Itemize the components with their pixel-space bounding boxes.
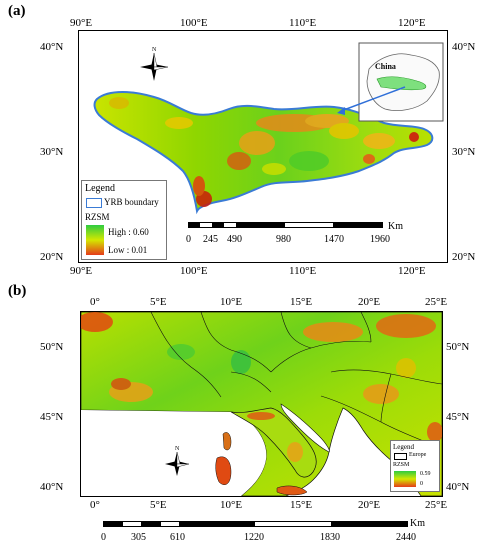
- panel-b-top-tick: 15°E: [290, 296, 313, 308]
- panel-b-top-tick: 25°E: [425, 296, 448, 308]
- panel-b-top-tick: 5°E: [150, 296, 167, 308]
- panel-a-bottom-tick: 100°E: [180, 265, 208, 277]
- panel-a-scalebar-label: 245: [203, 234, 218, 245]
- panel-a-map-frame: China N: [78, 30, 448, 263]
- panel-a-label: (a): [8, 3, 26, 19]
- panel-a-scalebar-label: 490: [227, 234, 242, 245]
- panel-a-bottom-tick: 90°E: [70, 265, 93, 277]
- panel-b-top-tick: 20°E: [358, 296, 381, 308]
- panel-b-bottom-tick: 25°E: [425, 499, 448, 511]
- adriatic-sea: [280, 403, 330, 453]
- panel-b-scalebar-label: 1220: [244, 532, 264, 543]
- panel-b-north-label: N: [175, 446, 180, 452]
- panel-a-bottom-tick: 120°E: [398, 265, 426, 277]
- panel-a-legend-boundary-label: YRB boundary: [104, 197, 159, 207]
- panel-b-legend-variable: RZSM: [393, 462, 410, 468]
- panel-b-top-tick: 0°: [90, 296, 100, 308]
- corsica: [222, 432, 232, 451]
- panel-b-map-frame: N: [80, 311, 443, 497]
- panel-a-north-arrow: N: [140, 47, 169, 81]
- panel-b-scalebar-label: 610: [170, 532, 185, 543]
- panel-a-legend-high: High : 0.60: [108, 227, 149, 237]
- panel-b-bottom-tick: 5°E: [150, 499, 167, 511]
- panel-b-bottom-tick: 20°E: [358, 499, 381, 511]
- panel-b-right-tick: 50°N: [446, 341, 470, 353]
- panel-a-legend-low: Low : 0.01: [108, 245, 148, 255]
- panel-a-right-tick: 30°N: [452, 146, 476, 158]
- country-borders: [150, 312, 442, 443]
- panel-a-legend-boundary-swatch: [86, 198, 102, 208]
- panel-a-north-label: N: [152, 47, 157, 53]
- panel-a-legend-title: Legend: [85, 183, 115, 194]
- panel-b-legend-title: Legend: [393, 443, 414, 451]
- panel-b-top-tick: 10°E: [220, 296, 243, 308]
- panel-a-left-tick: 40°N: [40, 41, 64, 53]
- panel-b-scalebar-label: 0: [101, 532, 106, 543]
- panel-b-bottom-tick: 0°: [90, 499, 100, 511]
- inset-arrowhead: [337, 107, 345, 115]
- panel-b-scalebar-unit: Km: [410, 518, 425, 529]
- panel-a-scalebar-unit: Km: [388, 221, 403, 232]
- panel-a-legend-colorbar: [86, 225, 104, 255]
- panel-b-right-tick: 45°N: [446, 411, 470, 423]
- panel-b-legend-boundary-swatch: [394, 453, 407, 460]
- panel-a-bottom-tick: 110°E: [289, 265, 317, 277]
- panel-b-map: N: [81, 312, 442, 496]
- mediterranean-sea: [81, 410, 267, 496]
- panel-b-scalebar-label: 2440: [396, 532, 416, 543]
- panel-a-scalebar: [188, 222, 383, 230]
- panel-b-scalebar-label: 1830: [320, 532, 340, 543]
- panel-a-legend-variable: RZSM: [85, 212, 110, 222]
- panel-a-map: China N: [93, 42, 444, 215]
- panel-a-left-tick: 30°N: [40, 146, 64, 158]
- panel-a-right-tick: 40°N: [452, 41, 476, 53]
- panel-b-label: (b): [8, 283, 27, 299]
- panel-b-left-tick: 50°N: [40, 341, 64, 353]
- sicily: [276, 485, 308, 496]
- panel-a-scalebar-label: 0: [186, 234, 191, 245]
- panel-b-bottom-tick: 15°E: [290, 499, 313, 511]
- panel-a-top-tick: 100°E: [180, 17, 208, 29]
- panel-b-left-tick: 45°N: [40, 411, 64, 423]
- panel-b-legend-colorbar: [394, 471, 416, 487]
- panel-b-scalebar-label: 305: [131, 532, 146, 543]
- panel-b-legend-high: 0.59: [420, 471, 431, 477]
- rzsm-patches: [109, 97, 419, 207]
- panel-a-scalebar-label: 1470: [324, 234, 344, 245]
- panel-b-bottom-tick: 10°E: [220, 499, 243, 511]
- panel-a-top-tick: 120°E: [398, 17, 426, 29]
- sardinia: [215, 456, 232, 485]
- inset-arrow: [340, 86, 406, 112]
- panel-b-left-tick: 40°N: [40, 481, 64, 493]
- panel-a-top-tick: 90°E: [70, 17, 93, 29]
- panel-a-top-tick: 110°E: [289, 17, 317, 29]
- panel-b-legend: Legend Europe RZSM 0.59 0: [390, 440, 440, 492]
- inset-china-label: China: [375, 62, 396, 71]
- panel-b-north-arrow: N: [165, 446, 190, 476]
- panel-b-legend-low: 0: [420, 481, 423, 487]
- panel-a-legend: Legend YRB boundary RZSM High : 0.60 Low…: [81, 180, 167, 260]
- panel-a-scalebar-label: 980: [276, 234, 291, 245]
- panel-a-scalebar-label: 1960: [370, 234, 390, 245]
- panel-a-right-tick: 20°N: [452, 251, 476, 263]
- panel-b-right-tick: 40°N: [446, 481, 470, 493]
- panel-b-legend-boundary-label: Europe: [409, 452, 427, 458]
- panel-a-left-tick: 20°N: [40, 251, 64, 263]
- panel-b-scalebar: [103, 521, 408, 529]
- rzsm-patches-europe: [81, 312, 442, 462]
